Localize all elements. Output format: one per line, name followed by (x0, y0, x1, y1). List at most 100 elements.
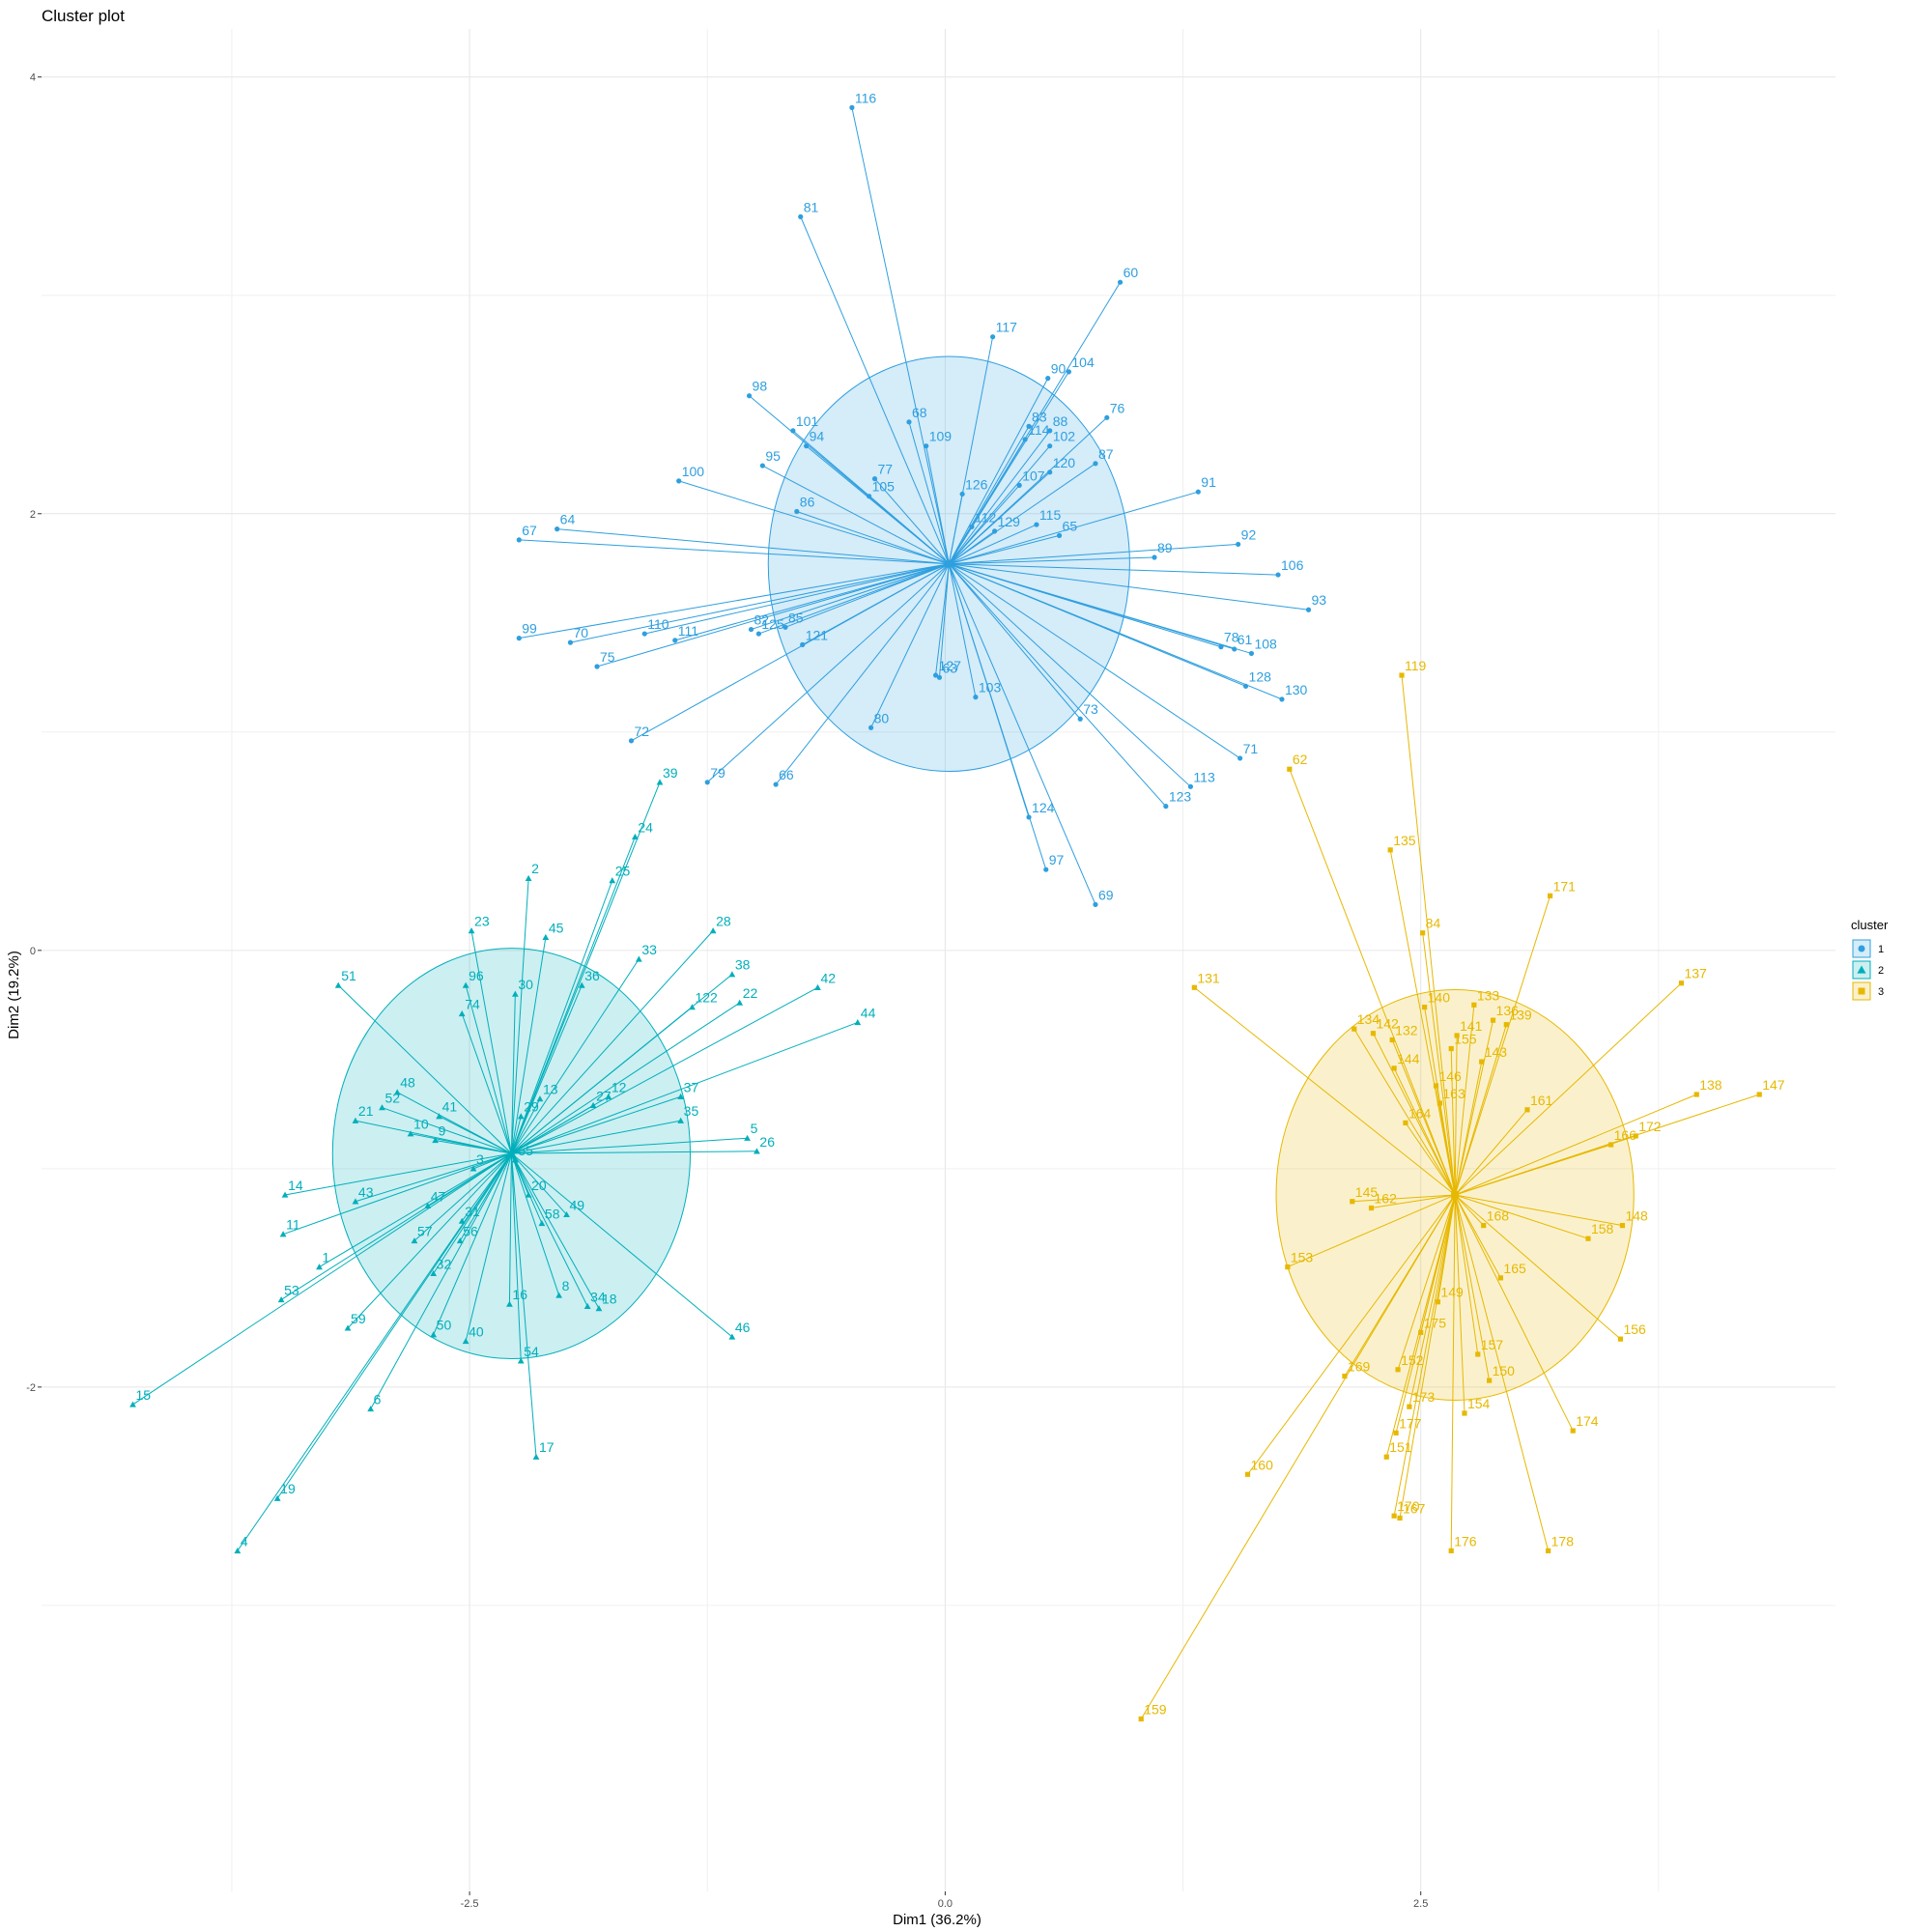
cluster-2-spoke (465, 1152, 512, 1342)
cluster-1-spoke (949, 463, 1096, 565)
cluster-3-point (1342, 1373, 1348, 1379)
cluster-1-point (1026, 423, 1032, 429)
cluster-3-point (1490, 1017, 1496, 1023)
y-tick-label: 2 (30, 509, 36, 521)
point-label: 111 (678, 623, 698, 639)
point-label: 8 (562, 1278, 570, 1293)
point-label: 54 (524, 1344, 539, 1359)
point-label: 83 (1032, 409, 1047, 424)
point-label: 88 (1053, 413, 1068, 429)
point-label: 3 (476, 1151, 484, 1167)
cluster-3-spoke (1454, 895, 1551, 1196)
cluster-1-point (1034, 522, 1039, 527)
cluster-2-point (854, 1019, 862, 1026)
point-label: 36 (584, 968, 600, 983)
cluster-1-spoke (948, 430, 1051, 565)
cluster-3-spoke (1399, 1194, 1456, 1519)
cluster-2-point (393, 1089, 401, 1095)
cluster-3-spoke (1454, 1109, 1528, 1196)
cluster-3-spoke (1373, 1033, 1456, 1196)
point-label: 127 (939, 658, 962, 673)
point-label: 49 (570, 1197, 585, 1212)
cluster-2-point (469, 1165, 477, 1172)
point-label: 73 (1083, 701, 1098, 717)
cluster-1-spoke (870, 563, 950, 728)
cluster-3-spoke (1454, 1194, 1550, 1551)
cluster-1-point (704, 780, 710, 785)
cluster-2-point (525, 874, 532, 881)
point-label: 33 (641, 942, 657, 957)
cluster-2-point (411, 1237, 418, 1244)
point-label: 128 (1249, 668, 1272, 684)
point-label: 115 (1039, 507, 1062, 523)
point-label: 166 (1614, 1127, 1637, 1143)
cluster-3-point (1585, 1236, 1591, 1241)
cluster-3-point (1437, 1100, 1442, 1106)
cluster-3-spoke (1247, 1194, 1456, 1475)
point-label: 139 (1509, 1008, 1532, 1023)
cluster-3-spoke (1454, 1194, 1621, 1340)
point-label: 69 (1098, 887, 1114, 902)
cluster-2-point (279, 1231, 287, 1237)
cluster-3-spoke (1454, 1062, 1483, 1196)
point-label: 133 (1477, 987, 1500, 1003)
cluster-2-spoke (280, 1152, 512, 1300)
cluster-2-point (656, 779, 664, 785)
point-label: 150 (1493, 1363, 1516, 1378)
point-label: 110 (647, 616, 669, 632)
cluster-2-spoke (355, 1152, 512, 1203)
cluster-2-point (458, 1217, 466, 1224)
cluster-1-point (1152, 554, 1157, 560)
cluster-2-spoke (510, 878, 529, 1154)
cluster-3-point (1608, 1142, 1614, 1148)
cluster-1-spoke (948, 494, 963, 564)
cluster-1-point (1093, 461, 1098, 467)
point-label: 28 (716, 913, 731, 928)
point-label: 30 (518, 977, 533, 992)
cluster-2-point (407, 1130, 414, 1137)
cluster-1-point (748, 626, 754, 633)
cluster-3-spoke (1454, 1194, 1574, 1432)
cluster-3-spoke (1454, 1094, 1697, 1196)
cluster-1-point (804, 443, 810, 449)
point-label: 60 (1124, 265, 1139, 280)
cluster-2-spoke (433, 1152, 512, 1335)
cluster-3-point (1462, 1410, 1467, 1416)
cluster-3-point (1391, 1513, 1397, 1519)
cluster-3-point (1389, 1037, 1395, 1043)
cluster-1-spoke (948, 471, 1051, 565)
cluster-2-point (595, 1305, 603, 1312)
cluster-1-point (1045, 376, 1051, 382)
point-label: 97 (1049, 852, 1065, 867)
point-label: 52 (384, 1091, 400, 1106)
cluster-3-spoke (1289, 769, 1456, 1196)
point-label: 37 (684, 1079, 699, 1094)
cluster-1-spoke (678, 480, 950, 565)
cluster-1-point (1047, 443, 1053, 449)
cluster-2-point (430, 1331, 438, 1338)
point-label: 66 (779, 767, 794, 782)
cluster-2-point (542, 933, 550, 940)
point-label: 161 (1530, 1093, 1553, 1108)
point-label: 96 (469, 968, 484, 983)
point-label: 107 (1022, 468, 1045, 483)
cluster-2-spoke (508, 1153, 512, 1304)
point-label: 48 (400, 1075, 415, 1091)
point-label: 171 (1553, 878, 1577, 894)
point-label: 104 (1071, 355, 1095, 370)
cluster-3-point (1471, 1002, 1477, 1008)
cluster-3-spoke (1194, 986, 1456, 1196)
cluster-2-spoke (510, 1152, 588, 1307)
point-label: 174 (1576, 1413, 1599, 1429)
cluster-3-spoke (1450, 1194, 1456, 1551)
cluster-1-point (755, 631, 762, 637)
point-label: 105 (872, 479, 896, 495)
cluster-2-point (462, 981, 469, 988)
point-label: 122 (695, 990, 718, 1006)
cluster-3-point (1756, 1092, 1762, 1097)
cluster-1-spoke (949, 563, 1222, 648)
y-tick-label: 0 (30, 946, 36, 957)
cluster-1-spoke (948, 445, 1051, 565)
cluster-1-point (906, 419, 912, 425)
point-label: 162 (1375, 1191, 1398, 1207)
